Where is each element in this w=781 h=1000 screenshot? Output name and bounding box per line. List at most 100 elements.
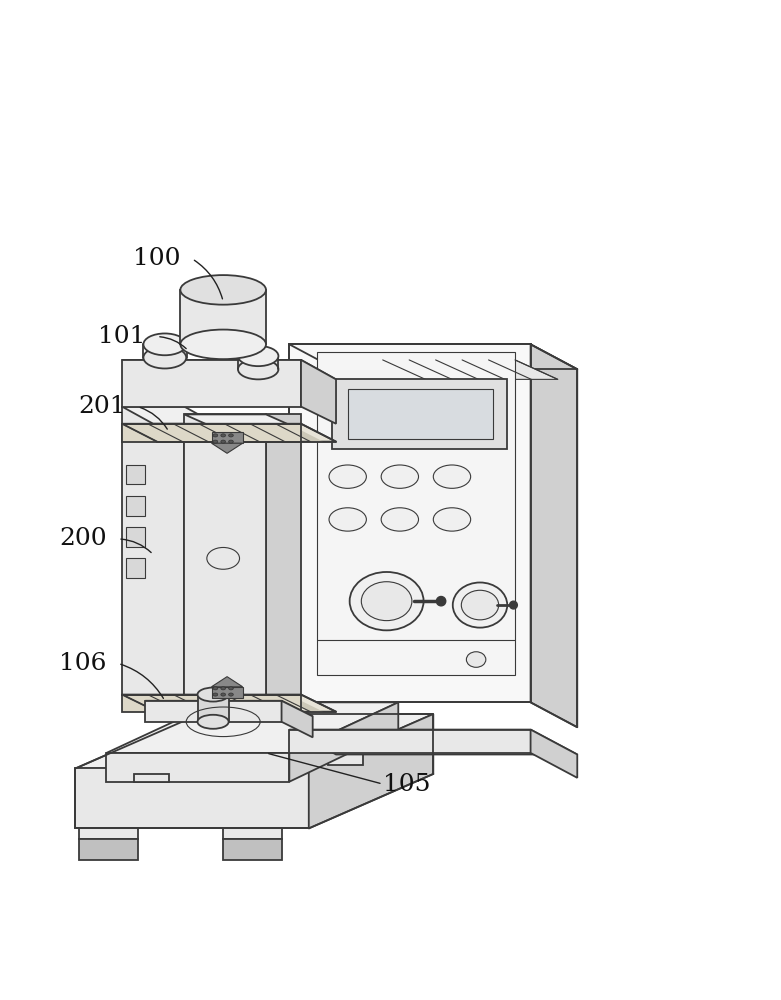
Polygon shape xyxy=(126,496,145,516)
Polygon shape xyxy=(126,558,145,578)
Polygon shape xyxy=(328,753,363,765)
Polygon shape xyxy=(289,730,530,753)
Ellipse shape xyxy=(329,508,366,531)
Ellipse shape xyxy=(466,652,486,667)
Ellipse shape xyxy=(229,693,234,696)
Polygon shape xyxy=(198,424,247,442)
Polygon shape xyxy=(289,702,398,782)
Ellipse shape xyxy=(144,333,186,355)
Ellipse shape xyxy=(229,434,234,437)
Polygon shape xyxy=(173,695,221,712)
Ellipse shape xyxy=(213,693,218,696)
Polygon shape xyxy=(212,432,243,443)
Polygon shape xyxy=(212,677,243,687)
Polygon shape xyxy=(106,702,398,753)
Ellipse shape xyxy=(198,688,229,702)
Polygon shape xyxy=(301,360,336,424)
Polygon shape xyxy=(184,414,301,430)
Ellipse shape xyxy=(274,384,305,406)
Polygon shape xyxy=(180,290,266,344)
Polygon shape xyxy=(122,695,301,712)
Polygon shape xyxy=(122,360,336,379)
Ellipse shape xyxy=(144,347,186,368)
Ellipse shape xyxy=(329,465,366,488)
Polygon shape xyxy=(289,730,577,754)
Ellipse shape xyxy=(213,434,218,437)
Polygon shape xyxy=(122,695,169,712)
Polygon shape xyxy=(281,701,312,737)
Ellipse shape xyxy=(350,572,423,630)
Polygon shape xyxy=(75,768,308,828)
Ellipse shape xyxy=(381,465,419,488)
Polygon shape xyxy=(289,344,577,369)
Ellipse shape xyxy=(213,440,218,443)
Polygon shape xyxy=(308,714,433,828)
Text: 100: 100 xyxy=(133,247,180,270)
Polygon shape xyxy=(224,695,272,712)
Ellipse shape xyxy=(453,582,507,628)
Polygon shape xyxy=(250,695,298,712)
Text: 200: 200 xyxy=(59,527,106,550)
Polygon shape xyxy=(276,424,323,442)
Polygon shape xyxy=(212,443,243,453)
Polygon shape xyxy=(184,414,266,695)
Polygon shape xyxy=(316,352,515,675)
Polygon shape xyxy=(223,839,281,860)
Ellipse shape xyxy=(238,359,279,379)
Ellipse shape xyxy=(381,508,419,531)
Polygon shape xyxy=(122,407,216,424)
Polygon shape xyxy=(126,527,145,547)
Ellipse shape xyxy=(462,590,499,620)
Polygon shape xyxy=(145,701,281,722)
Polygon shape xyxy=(530,730,577,778)
Polygon shape xyxy=(122,695,336,712)
Polygon shape xyxy=(223,828,281,839)
Polygon shape xyxy=(348,389,494,439)
Ellipse shape xyxy=(362,582,412,621)
Polygon shape xyxy=(122,407,184,695)
Ellipse shape xyxy=(198,715,229,729)
Polygon shape xyxy=(122,424,336,442)
Polygon shape xyxy=(106,753,289,782)
Ellipse shape xyxy=(221,693,226,696)
Polygon shape xyxy=(276,695,323,712)
Text: 101: 101 xyxy=(98,325,145,348)
Polygon shape xyxy=(332,379,507,449)
Polygon shape xyxy=(134,774,169,782)
Polygon shape xyxy=(122,424,169,442)
Polygon shape xyxy=(289,344,530,702)
Polygon shape xyxy=(198,695,247,712)
Text: 106: 106 xyxy=(59,652,106,675)
Ellipse shape xyxy=(180,275,266,305)
Polygon shape xyxy=(122,424,301,442)
Ellipse shape xyxy=(221,440,226,443)
Ellipse shape xyxy=(238,346,279,366)
Polygon shape xyxy=(79,828,137,839)
Ellipse shape xyxy=(221,687,226,690)
Polygon shape xyxy=(383,360,558,379)
Polygon shape xyxy=(75,714,433,768)
Ellipse shape xyxy=(213,687,218,690)
Ellipse shape xyxy=(180,330,266,359)
Text: 105: 105 xyxy=(383,773,430,796)
Polygon shape xyxy=(145,701,312,716)
Ellipse shape xyxy=(207,547,240,569)
Polygon shape xyxy=(148,424,195,442)
Polygon shape xyxy=(173,424,221,442)
Polygon shape xyxy=(122,360,301,407)
Polygon shape xyxy=(250,424,298,442)
Ellipse shape xyxy=(433,465,471,488)
Polygon shape xyxy=(126,465,145,484)
Polygon shape xyxy=(212,687,243,698)
Ellipse shape xyxy=(229,440,234,443)
Polygon shape xyxy=(79,839,137,860)
Text: 201: 201 xyxy=(78,395,126,418)
Ellipse shape xyxy=(221,434,226,437)
Ellipse shape xyxy=(274,372,305,394)
Ellipse shape xyxy=(229,687,234,690)
Polygon shape xyxy=(530,344,577,727)
Ellipse shape xyxy=(437,596,446,606)
Ellipse shape xyxy=(433,508,471,531)
Polygon shape xyxy=(224,424,272,442)
Ellipse shape xyxy=(509,601,517,609)
